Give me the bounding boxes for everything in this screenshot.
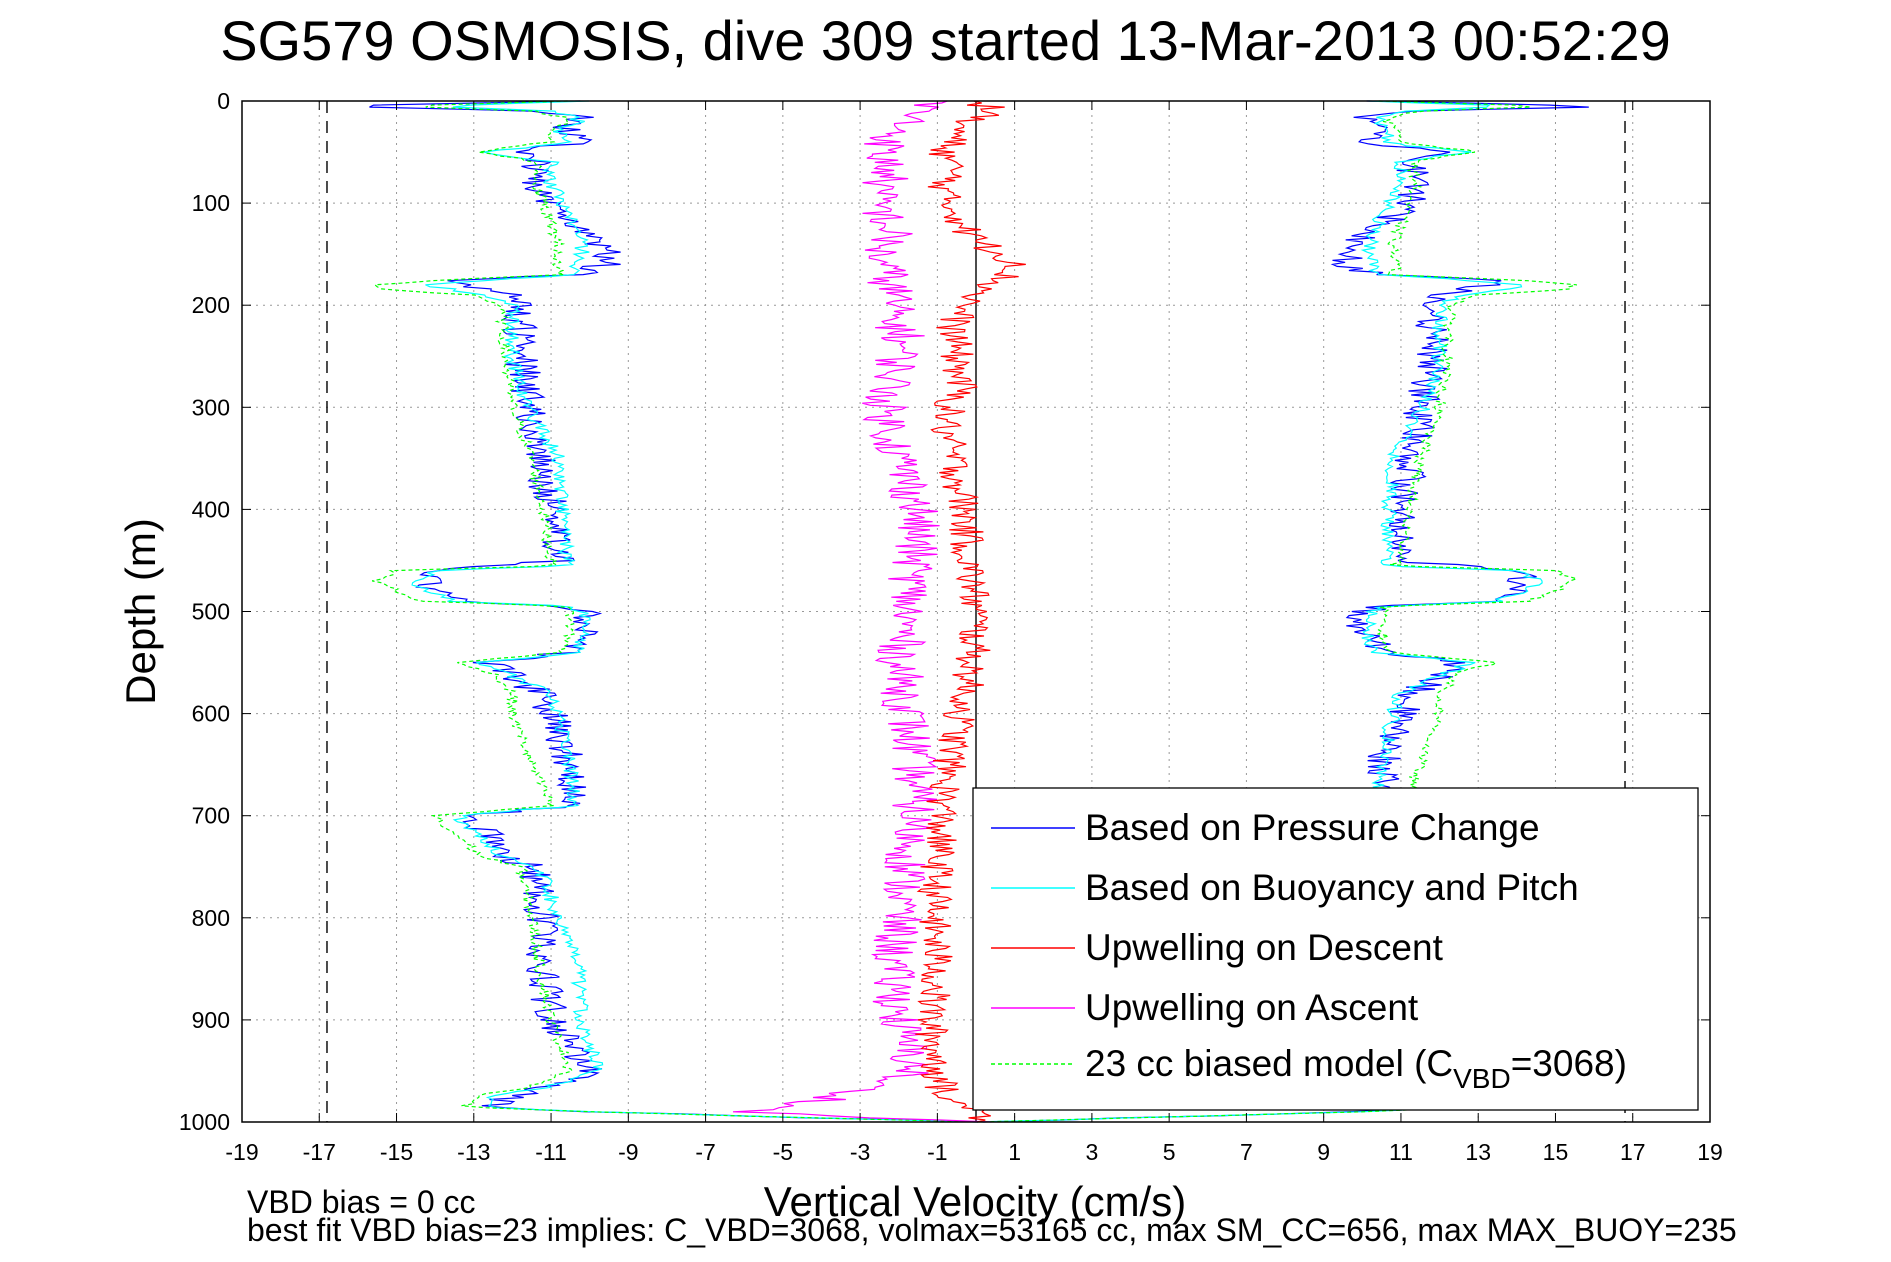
y-tick-label: 200 [192,292,230,318]
legend-label: Based on Buoyancy and Pitch [1085,867,1579,908]
x-tick-label: 11 [1389,1139,1413,1165]
x-tick-label: -9 [618,1139,638,1165]
x-tick-label: 9 [1317,1139,1330,1165]
x-tick-label: 19 [1697,1139,1723,1165]
x-tick-label: -5 [773,1139,793,1165]
tick-labels: -19 -17 -15 -13 -11 -9 -7 -5 -3 -1 1 3 5 7 9 11 13 15 17 19… [179,88,1723,1165]
x-axis-label: Vertical Velocity (cm/s) [764,1178,1186,1225]
x-tick-label: 5 [1163,1139,1176,1165]
x-tick-label: -15 [380,1139,413,1165]
x-tick-label: -19 [225,1139,258,1165]
legend-box [972,787,1699,1111]
x-tick-label: -7 [695,1139,715,1165]
series-line-upwelling-on-ascent [732,100,992,1123]
y-tick-label: 600 [192,701,230,727]
legend-label: 23 cc biased model (CVBD=3068) [1085,1043,1627,1094]
x-tick-label: -3 [850,1139,870,1165]
x-tick-label: -11 [535,1139,567,1165]
legend-label-text: Upwelling on Descent [1085,927,1444,968]
footer-line-2: best fit VBD bias=23 implies: C_VBD=3068… [247,1212,1737,1248]
series-line-based-on-buoyancy-and-pitch [411,100,984,1123]
legend-label-subscript: VBD [1453,1063,1511,1094]
x-tick-label: 13 [1465,1139,1491,1165]
series-line-upwelling-on-descent [915,100,1026,1123]
x-tick-label: 7 [1240,1139,1253,1165]
y-tick-label: 0 [217,88,230,114]
x-tick-label: -17 [303,1139,336,1165]
x-tick-label: 17 [1620,1139,1646,1165]
legend-label-text: Based on Buoyancy and Pitch [1085,867,1579,908]
y-tick-label: 1000 [179,1109,230,1135]
chart-title: SG579 OSMOSIS, dive 309 started 13-Mar-2… [220,9,1671,72]
x-tick-label: -1 [927,1139,947,1165]
legend-label: Upwelling on Descent [1085,927,1444,968]
y-tick-label: 100 [192,190,230,216]
legend: Based on Pressure Change Based on Buoyanc… [972,787,1699,1111]
footer-line-1: VBD bias = 0 cc [247,1184,476,1220]
y-tick-label: 500 [192,599,230,625]
x-tick-label: 1 [1008,1139,1021,1165]
y-axis-label: Depth (m) [117,518,164,705]
x-tick-label: 15 [1543,1139,1569,1165]
series-line-23-cc-biased-model-c-vbd-3068-ascent [976,100,1579,1123]
x-tick-label: -13 [457,1139,490,1165]
legend-label-text: Based on Pressure Change [1085,807,1540,848]
legend-label: Based on Pressure Change [1085,807,1540,848]
series-line-23-cc-biased-model-c-vbd-3068 [371,100,982,1123]
legend-label: Upwelling on Ascent [1085,987,1419,1028]
legend-label-suffix: =3068) [1511,1043,1627,1084]
y-tick-label: 900 [192,1007,230,1033]
legend-label-text: 23 cc biased model (C [1085,1043,1453,1084]
y-tick-label: 300 [192,394,230,420]
y-tick-label: 800 [192,905,230,931]
y-tick-label: 700 [192,803,230,829]
y-tick-label: 400 [192,496,230,522]
x-tick-label: 3 [1085,1139,1098,1165]
legend-label-text: Upwelling on Ascent [1085,987,1419,1028]
